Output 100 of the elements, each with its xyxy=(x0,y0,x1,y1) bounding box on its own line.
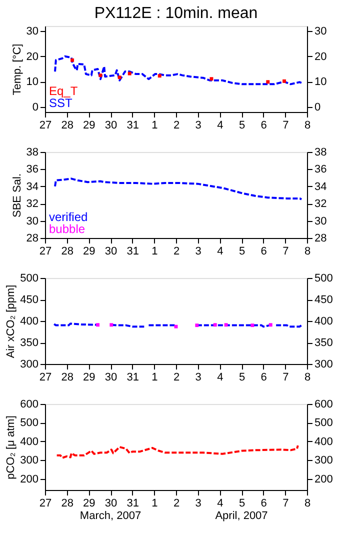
y2-tick-label: 500 xyxy=(314,417,333,430)
y-tick-label: 400 xyxy=(20,316,38,328)
x-tick-label: 3 xyxy=(195,120,202,132)
x-tick-label: 29 xyxy=(83,120,96,132)
series-label: Eq_T xyxy=(49,84,78,98)
y2-tick-label: 350 xyxy=(314,337,333,349)
y-tick-label: 600 xyxy=(20,398,38,410)
x-tick-label: 28 xyxy=(61,498,74,510)
x-tick-label: 28 xyxy=(61,246,74,258)
x-tick-label: 5 xyxy=(238,498,246,510)
y2-tick-label: 0 xyxy=(314,101,321,114)
y-tick-label: 500 xyxy=(20,417,38,430)
x-tick-label: 30 xyxy=(104,372,118,384)
y2-tick-label: 200 xyxy=(314,473,333,486)
x-tick-label: 7 xyxy=(282,246,289,258)
x-tick-label: 8 xyxy=(304,498,311,510)
y2-tick-label: 400 xyxy=(314,436,333,448)
x-tick-label: 29 xyxy=(83,372,96,384)
y2-tick-label: 400 xyxy=(314,316,333,328)
y2-tick-label: 500 xyxy=(314,272,333,284)
x-tick-label: 6 xyxy=(260,246,267,258)
x-tick-label: 6 xyxy=(260,120,267,132)
y-tick-label: 28 xyxy=(26,232,38,244)
y2-tick-label: 450 xyxy=(314,294,333,306)
point xyxy=(70,58,74,62)
x-tick-label: 1 xyxy=(152,498,158,510)
y-axis-title: Temp. [°C] xyxy=(11,44,24,96)
x-tick-label: 7 xyxy=(282,498,289,510)
y-tick-label: 300 xyxy=(20,454,38,467)
point xyxy=(158,74,162,78)
x-tick-label: 1 xyxy=(152,372,158,384)
line-series xyxy=(56,444,299,459)
x-tick-label: 28 xyxy=(61,372,74,384)
y-tick-label: 30 xyxy=(26,215,38,228)
x-tick-label: 2 xyxy=(173,372,180,384)
x-tick-label: 31 xyxy=(126,120,139,132)
y-tick-label: 20 xyxy=(26,50,38,63)
y2-tick-label: 28 xyxy=(314,232,327,244)
x-tick-label: 29 xyxy=(83,498,96,510)
x-tick-label: 4 xyxy=(217,498,224,510)
y-axis-title: pCO₂ [μ atm] xyxy=(5,416,18,480)
y-axis-title: Air xCO₂ [ppm] xyxy=(5,284,18,358)
x-tick-label: 4 xyxy=(217,120,224,132)
y2-tick-label: 30 xyxy=(314,26,327,38)
x-tick-label: 1 xyxy=(152,246,158,258)
x-tick-label: 3 xyxy=(195,372,202,384)
x-tick-label: 31 xyxy=(126,246,139,258)
x-tick-label: 4 xyxy=(217,246,224,258)
x-tick-label: 30 xyxy=(104,498,118,510)
x-tick-label: 29 xyxy=(83,246,96,258)
y-tick-label: 10 xyxy=(26,76,38,88)
text: April, 2007 xyxy=(215,510,268,522)
x-tick-label: 7 xyxy=(282,120,289,132)
y-tick-label: 30 xyxy=(26,26,38,38)
x-tick-label: 2 xyxy=(173,498,180,510)
x-tick-label: 2 xyxy=(173,120,180,132)
point xyxy=(282,79,286,83)
x-tick-label: 31 xyxy=(126,498,139,510)
x-tick-label: 1 xyxy=(152,120,158,132)
x-tick-label: 8 xyxy=(304,372,311,384)
point xyxy=(118,76,122,80)
y-tick-label: 0 xyxy=(32,101,38,114)
point xyxy=(128,72,132,76)
y-tick-label: 32 xyxy=(26,198,38,210)
y2-tick-label: 30 xyxy=(314,215,327,228)
y-tick-label: 400 xyxy=(20,436,38,448)
x-tick-label: 27 xyxy=(39,372,52,384)
x-tick-label: 3 xyxy=(195,246,202,258)
x-tick-label: 2 xyxy=(173,246,180,258)
point xyxy=(266,80,270,84)
y-tick-label: 300 xyxy=(20,358,38,370)
x-tick-label: 7 xyxy=(282,372,289,384)
y2-tick-label: 34 xyxy=(314,180,327,193)
x-tick-label: 6 xyxy=(260,498,267,510)
x-tick-label: 5 xyxy=(238,372,246,384)
y2-tick-label: 10 xyxy=(314,76,327,88)
x-tick-label: 31 xyxy=(126,372,139,384)
y2-tick-label: 600 xyxy=(314,398,333,410)
x-tick-label: 4 xyxy=(217,372,224,384)
x-tick-label: 3 xyxy=(195,498,202,510)
x-tick-label: 28 xyxy=(61,120,74,132)
x-tick-label: 27 xyxy=(39,498,52,510)
line-series xyxy=(54,55,303,86)
y2-tick-label: 36 xyxy=(314,164,327,176)
x-tick-label: 30 xyxy=(104,246,118,258)
y2-tick-label: 300 xyxy=(314,358,333,370)
x-tick-label: 8 xyxy=(304,246,311,258)
y-tick-label: 450 xyxy=(20,294,38,306)
point xyxy=(210,77,214,81)
y-tick-label: 38 xyxy=(26,146,38,158)
x-tick-label: 27 xyxy=(39,120,52,132)
x-tick-label: 8 xyxy=(304,120,311,132)
line-series xyxy=(54,178,303,200)
y2-tick-label: 32 xyxy=(314,198,327,210)
text: March, 2007 xyxy=(80,510,142,522)
y-tick-label: 200 xyxy=(20,473,38,486)
y2-tick-label: 38 xyxy=(314,146,327,158)
y-axis-title: SBE Sal. xyxy=(11,173,24,218)
x-tick-label: 5 xyxy=(238,120,246,132)
y-tick-label: 36 xyxy=(26,164,38,176)
